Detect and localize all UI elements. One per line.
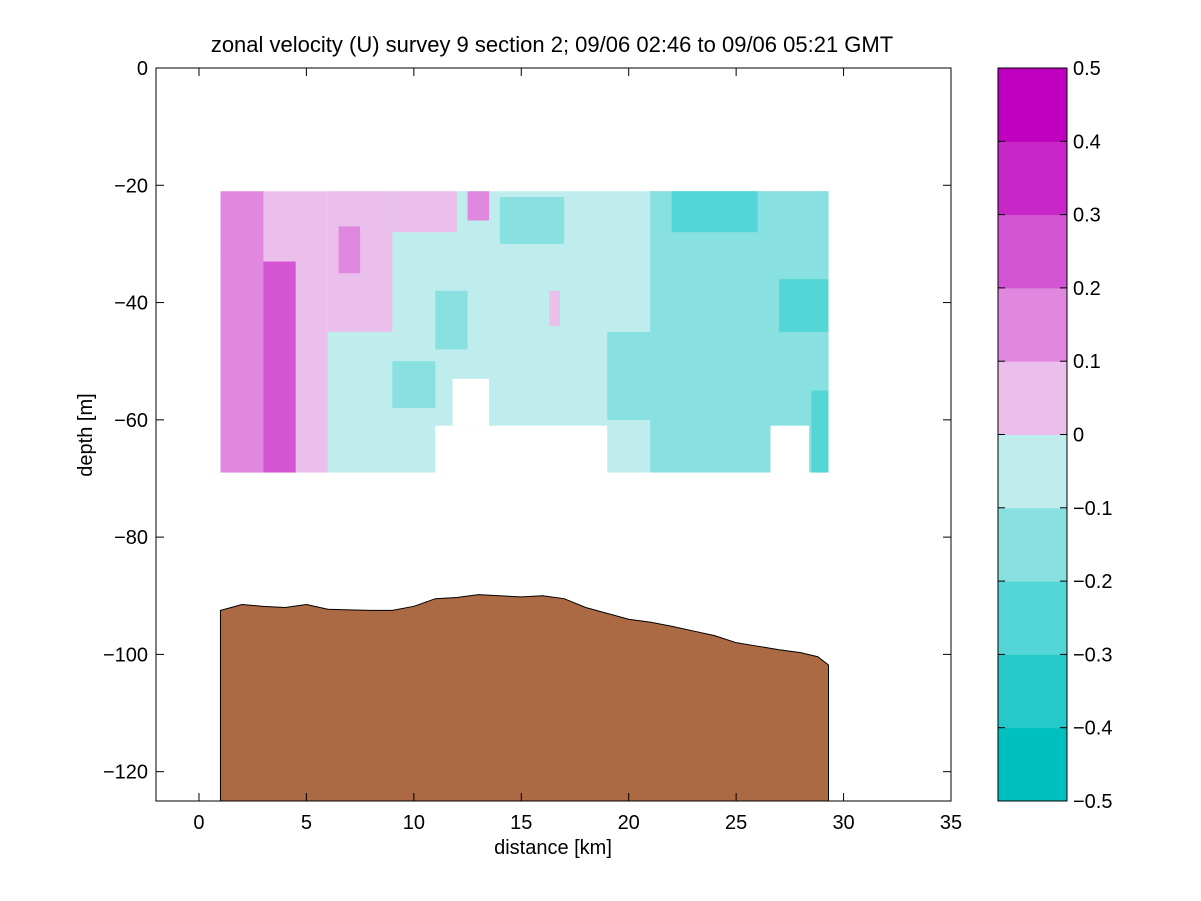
y-tick-label: −120 [103, 762, 148, 784]
colorbar-tick-label: 0.5 [1073, 58, 1101, 80]
bathymetry-area [219, 594, 830, 802]
x-tick-label: 20 [618, 812, 640, 834]
y-tick-label: −40 [114, 293, 148, 315]
colorbar-tick-label: −0.2 [1073, 571, 1112, 593]
x-tick-label: 5 [301, 812, 312, 834]
colorbar-tick-label: 0.2 [1073, 278, 1101, 300]
data-gap [435, 425, 608, 473]
colorbar-segment [998, 361, 1067, 435]
velocity-patch [392, 191, 457, 233]
velocity-patch [220, 191, 264, 473]
y-tick-label: 0 [137, 58, 148, 80]
velocity-patch [392, 361, 436, 409]
x-tick-label: 25 [725, 812, 747, 834]
velocity-patch [499, 197, 565, 244]
velocity-patch [549, 290, 560, 327]
velocity-patch [467, 191, 490, 221]
colorbar-segment [998, 434, 1067, 509]
velocity-contours [220, 191, 829, 473]
x-tick-label: 0 [193, 812, 204, 834]
x-tick-label: 10 [403, 812, 425, 834]
y-axis-label: depth [m] [75, 393, 97, 476]
velocity-patch [327, 191, 393, 332]
plot-frame [155, 67, 952, 802]
velocity-patch [811, 390, 829, 473]
velocity-patch [607, 331, 651, 420]
colorbar-tick-label: −0.4 [1073, 718, 1112, 740]
velocity-patch [435, 290, 468, 350]
plot-area: 0 5 10 15 20 25 30 35 0 −20 −40 −60 −80 −100 −120 [103, 58, 962, 834]
colorbar-tick-label: 0.4 [1073, 131, 1101, 153]
x-axis-ticks: 0 5 10 15 20 25 30 35 [193, 68, 962, 834]
colorbar-tick-label: 0.1 [1073, 351, 1101, 373]
colorbar-segment [998, 727, 1067, 802]
velocity-patch [338, 226, 361, 274]
colorbar-tick-label: 0 [1073, 425, 1084, 447]
y-axis-ticks: 0 −20 −40 −60 −80 −100 −120 [103, 58, 951, 784]
colorbar-segment [998, 214, 1067, 289]
colorbar: 0.5 0.4 0.3 0.2 0.1 0 −0.1 −0.2 −0.3 −0.4 −0.5 [997, 58, 1112, 813]
velocity-patch [779, 279, 829, 332]
y-tick-label: −80 [114, 527, 148, 549]
x-tick-label: 30 [832, 812, 854, 834]
y-tick-label: −100 [103, 644, 148, 666]
colorbar-segment [998, 581, 1067, 655]
data-gap [770, 425, 810, 473]
colorbar-tick-label: −0.5 [1073, 791, 1112, 813]
velocity-patch [671, 191, 758, 233]
x-axis-label: distance [km] [494, 837, 612, 859]
chart-title: zonal velocity (U) survey 9 section 2; 0… [211, 32, 893, 57]
y-tick-label: −20 [114, 175, 148, 197]
colorbar-segment [998, 654, 1067, 729]
x-tick-label: 35 [940, 812, 962, 834]
data-gap [452, 378, 490, 426]
y-tick-label: −60 [114, 410, 148, 432]
colorbar-segment [998, 68, 1067, 142]
data-gaps [435, 378, 810, 473]
colorbar-tick-label: −0.1 [1073, 498, 1112, 520]
colorbar-segment [998, 141, 1067, 216]
colorbar-tick-label: 0.3 [1073, 205, 1101, 227]
colorbar-segment [998, 287, 1067, 362]
x-tick-label: 15 [510, 812, 532, 834]
colorbar-tick-label: −0.3 [1073, 644, 1112, 666]
colorbar-segment [998, 507, 1067, 582]
